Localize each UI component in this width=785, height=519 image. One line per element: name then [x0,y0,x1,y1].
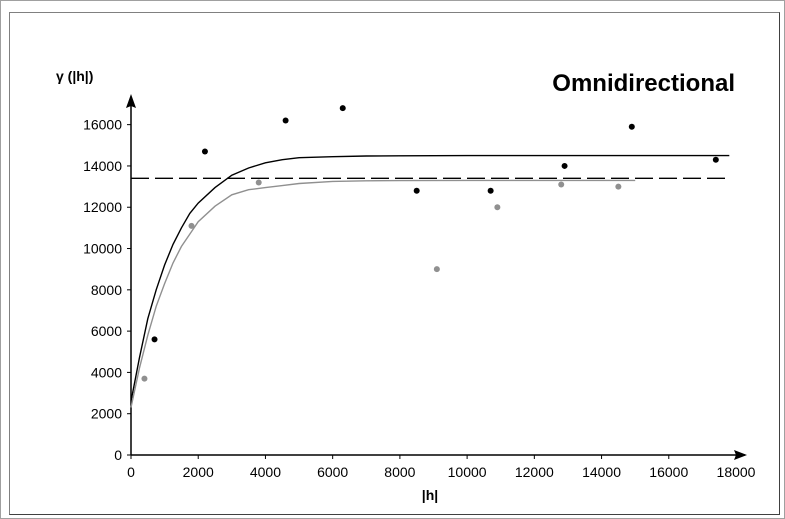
data-point [141,375,148,382]
x-tick-label: 0 [127,464,135,480]
chart-panel [9,12,780,515]
y-tick-label: 12000 [83,199,122,215]
data-point [433,266,440,273]
data-point [282,117,289,124]
y-tick-label: 14000 [83,158,122,174]
data-point [201,148,208,155]
y-tick-label: 0 [114,447,122,463]
y-axis-arrow [126,94,136,108]
data-point [151,336,158,343]
y-axis-label: γ (|h|) [56,68,93,84]
data-point [558,181,565,188]
data-point [487,187,494,194]
data-point [188,222,195,229]
y-tick-label: 8000 [91,282,122,298]
model-curve [130,179,636,408]
chart-title: Omnidirectional [552,70,735,97]
model-curve [130,154,730,402]
x-tick-label: 4000 [250,464,281,480]
x-tick-label: 12000 [515,464,554,480]
x-tick-label: 10000 [448,464,487,480]
data-point [712,156,719,163]
x-axis-arrow [734,450,747,460]
x-tick-label: 14000 [582,464,621,480]
y-tick-label: 4000 [91,364,122,380]
x-tick-label: 6000 [317,464,348,480]
data-point [255,179,262,186]
axes: 0 2000 4000 6000 8000 10000 12000 14000 16000 180… [83,94,756,480]
x-tick-label: 18000 [717,464,756,480]
x-axis-label: |h| [422,487,438,503]
x-tick-label: 2000 [183,464,214,480]
data-point [628,123,635,130]
y-tick-label: 16000 [83,117,122,133]
x-tick-label: 8000 [384,464,415,480]
data-point [615,183,622,190]
y-tick-label: 10000 [83,241,122,257]
y-tick-label: 2000 [91,406,122,422]
y-tick-label: 6000 [91,323,122,339]
x-tick-label: 16000 [649,464,688,480]
data-point [413,187,420,194]
data-point [494,204,501,211]
chart-marks [130,105,730,408]
data-point [339,105,346,112]
data-point [561,162,568,169]
